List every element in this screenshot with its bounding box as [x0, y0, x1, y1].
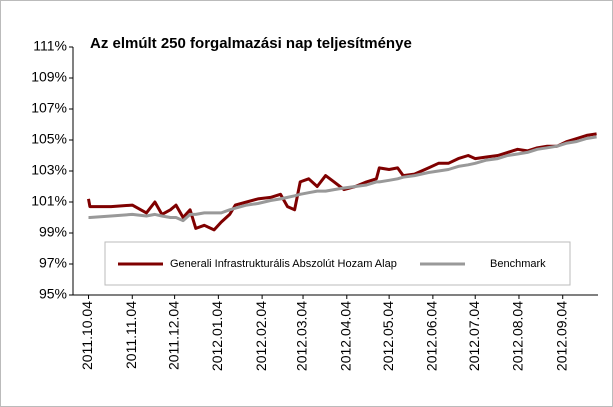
- x-tick-label: 2012.02.04: [253, 301, 269, 371]
- series-line: [87, 132, 597, 232]
- x-tick-label: 2012.09.04: [553, 301, 569, 371]
- x-tick-label: 2012.03.04: [294, 301, 310, 371]
- y-tick-label: 105%: [31, 131, 67, 147]
- y-tick-label: 97%: [39, 255, 67, 271]
- legend-box: [104, 241, 571, 286]
- series-line: [88, 135, 597, 223]
- y-tick-label: 103%: [31, 162, 67, 178]
- legend-label: Generali Infrastrukturális Abszolút Hoza…: [170, 258, 397, 270]
- x-tick-label: 2011.11.04: [123, 301, 139, 369]
- y-tick-label: 109%: [31, 69, 67, 85]
- x-tick-label: 2011.12.04: [165, 301, 181, 370]
- y-tick-label: 107%: [31, 100, 67, 116]
- x-tick-label: 2011.10.04: [79, 301, 95, 370]
- y-tick-label: 99%: [39, 224, 67, 240]
- chart-title: Az elmúlt 250 forgalmazási nap teljesítm…: [90, 35, 412, 52]
- x-tick-label: 2012.08.04: [510, 301, 526, 371]
- legend-label: Benchmark: [490, 258, 546, 270]
- x-tick-label: 2012.04.04: [337, 301, 353, 371]
- y-tick-label: 95%: [39, 286, 67, 302]
- x-tick-label: 2012.06.04: [424, 301, 440, 371]
- x-tick-label: 2012.01.04: [209, 301, 225, 371]
- x-tick-label: 2012.05.04: [380, 301, 396, 371]
- y-tick-label: 111%: [33, 38, 67, 54]
- x-tick-label: 2012.07.04: [466, 301, 482, 371]
- y-tick-label: 101%: [31, 193, 67, 209]
